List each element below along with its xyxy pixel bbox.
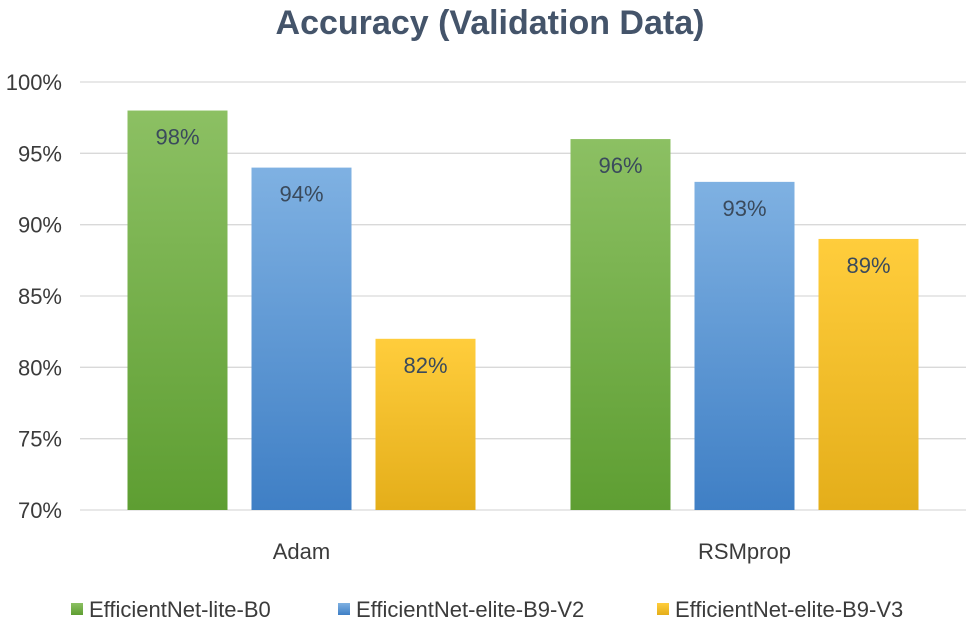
bar-rsmprop-series-2 xyxy=(818,238,919,510)
legend-label: EfficientNet-elite-B9-V2 xyxy=(356,597,584,622)
bars xyxy=(127,110,919,511)
chart-title: Accuracy (Validation Data) xyxy=(276,4,705,42)
legend-label: EfficientNet-lite-B0 xyxy=(89,597,271,622)
y-tick-label: 95% xyxy=(18,141,62,166)
y-tick-label: 100% xyxy=(6,70,62,95)
legend-swatch xyxy=(338,603,350,615)
x-category-label: Adam xyxy=(273,539,330,564)
legend-swatch xyxy=(71,603,83,615)
data-label: 98% xyxy=(155,125,199,150)
bar-rsmprop-series-1 xyxy=(694,181,795,510)
bar-adam-series-0 xyxy=(127,110,228,511)
bar-adam-series-2 xyxy=(375,338,476,510)
data-label: 89% xyxy=(846,253,890,278)
y-tick-label: 70% xyxy=(18,498,62,523)
y-tick-label: 90% xyxy=(18,213,62,238)
data-label: 93% xyxy=(722,196,766,221)
bar-rsmprop-series-0 xyxy=(570,139,671,511)
legend-swatch xyxy=(657,603,669,615)
data-label: 96% xyxy=(598,153,642,178)
data-label: 82% xyxy=(403,353,447,378)
y-axis-ticks: 70% 75% 80% 85% 90% 95% 100% xyxy=(6,70,62,523)
y-tick-label: 80% xyxy=(18,355,62,380)
data-labels: 98% 94% 82% 96% 93% 89% xyxy=(155,125,890,378)
gridlines xyxy=(80,81,966,511)
y-tick-label: 85% xyxy=(18,284,62,309)
y-tick-label: 75% xyxy=(18,427,62,452)
legend-label: EfficientNet-elite-B9-V3 xyxy=(675,597,903,622)
bar-adam-series-1 xyxy=(251,167,352,510)
legend: EfficientNet-lite-B0 EfficientNet-elite-B… xyxy=(71,597,903,622)
x-category-label: RSMprop xyxy=(698,539,791,564)
x-axis-categories: Adam RSMprop xyxy=(273,539,791,564)
data-label: 94% xyxy=(279,182,323,207)
